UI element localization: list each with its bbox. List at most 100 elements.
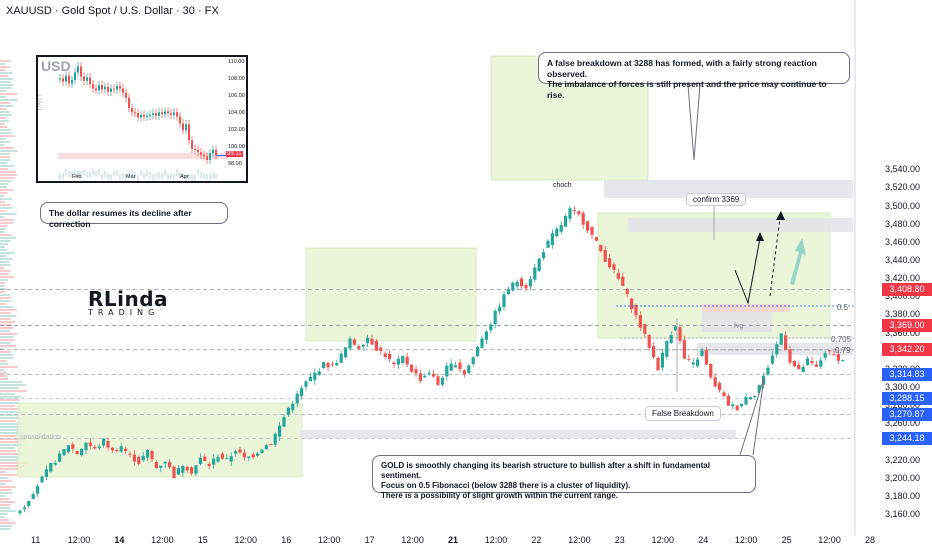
candle-body xyxy=(339,353,343,363)
zone-lower xyxy=(300,430,736,438)
volume-bar xyxy=(0,510,17,512)
inset-candle-body xyxy=(194,148,196,150)
candle-body xyxy=(348,338,352,349)
volume-bar xyxy=(0,360,7,362)
false-breakdown-label: False Breakdown xyxy=(645,406,721,421)
time-tick: 12:00 xyxy=(67,535,91,545)
time-tick: 15 xyxy=(197,535,208,545)
inset-y-tick: 98.00 xyxy=(228,161,242,167)
inset-volume xyxy=(116,170,118,177)
volume-bar xyxy=(0,201,6,203)
candle-body xyxy=(740,403,744,407)
price-tick: 3,380.00 xyxy=(884,309,920,320)
candle-body xyxy=(115,450,119,452)
candle-body xyxy=(269,444,273,446)
price-axis-bg[interactable] xyxy=(855,0,932,535)
volume-bar xyxy=(0,66,11,68)
volume-bar xyxy=(0,384,26,386)
volume-bar xyxy=(0,354,14,356)
volume-bar xyxy=(0,309,17,311)
inset-volume xyxy=(179,172,181,179)
volume-bar xyxy=(0,120,9,122)
candle-body xyxy=(80,448,84,456)
inset-volume xyxy=(77,171,79,178)
candle-body xyxy=(295,393,299,404)
candle-body xyxy=(370,338,374,345)
inset-candle-body xyxy=(122,88,124,93)
volume-bar xyxy=(0,84,14,86)
candle-body xyxy=(462,370,466,375)
volume-bar xyxy=(0,378,9,380)
inset-volume xyxy=(113,170,115,177)
volume-bar xyxy=(0,60,11,62)
price-tick: 3,540.00 xyxy=(884,164,920,175)
candle-body xyxy=(242,452,246,458)
inset-candle-body xyxy=(179,116,181,124)
inset-volume xyxy=(68,171,70,178)
inset-candle-body xyxy=(110,88,112,92)
inset-volume xyxy=(203,172,205,179)
candle-body xyxy=(819,360,823,367)
inset-volume xyxy=(62,173,64,180)
callout-pointer-top xyxy=(687,84,701,161)
volume-bar xyxy=(0,525,12,527)
candle-body xyxy=(256,453,260,456)
candle-body xyxy=(44,469,48,477)
volume-bar xyxy=(0,363,9,365)
inset-volume xyxy=(152,174,154,181)
candle-body xyxy=(212,458,216,465)
projection-arrowhead xyxy=(756,232,764,241)
volume-bar xyxy=(0,171,17,173)
price-tick: 3,260.00 xyxy=(884,418,920,429)
candle-body xyxy=(687,359,691,361)
candle-body xyxy=(581,213,585,225)
inset-candle-body xyxy=(68,75,70,84)
volume-bar xyxy=(0,447,16,449)
price-tick: 3,160.00 xyxy=(884,509,920,519)
candle-body xyxy=(656,357,660,371)
choch-label: choch xyxy=(553,182,572,189)
candle-body xyxy=(154,461,158,469)
candle-body xyxy=(251,454,255,458)
candle-body xyxy=(322,362,326,369)
candle-body xyxy=(150,451,154,460)
time-tick: 12:00 xyxy=(734,535,758,545)
candle-body xyxy=(836,354,840,361)
candle-body xyxy=(590,226,594,235)
candle-body xyxy=(511,282,515,291)
candle-body xyxy=(234,451,238,454)
volume-bar xyxy=(0,387,19,389)
volume-bar xyxy=(0,297,12,299)
inset-candle-body xyxy=(191,140,193,149)
volume-bar xyxy=(0,150,18,152)
inset-volume xyxy=(149,171,151,178)
inset-candle-body xyxy=(182,123,184,131)
candle-body xyxy=(146,449,150,458)
inset-candle-body xyxy=(206,156,208,160)
candle-body xyxy=(97,446,101,449)
candle-body xyxy=(748,397,752,400)
inset-title: USD xyxy=(41,58,71,74)
candle-body xyxy=(436,376,440,385)
candle-body xyxy=(616,273,620,279)
volume-bar xyxy=(0,375,8,377)
time-tick: 25 xyxy=(781,535,792,545)
volume-bar xyxy=(0,234,12,236)
inset-volume xyxy=(59,174,61,181)
inset-candle-body xyxy=(140,114,142,118)
bullish-arrow xyxy=(790,238,806,285)
candle-body xyxy=(427,372,431,374)
candle-body xyxy=(181,465,185,473)
time-tick: 17 xyxy=(364,535,375,545)
volume-bar xyxy=(0,126,8,128)
inset-candle-body xyxy=(107,86,109,92)
volume-bar xyxy=(0,192,8,194)
logo-text: RLinda xyxy=(88,287,169,311)
volume-bar xyxy=(0,456,18,458)
inset-candle-body xyxy=(89,77,91,85)
candle-body xyxy=(414,369,418,374)
projection-dashed xyxy=(769,217,781,297)
volume-bar xyxy=(0,465,26,467)
volume-bar xyxy=(0,72,13,74)
